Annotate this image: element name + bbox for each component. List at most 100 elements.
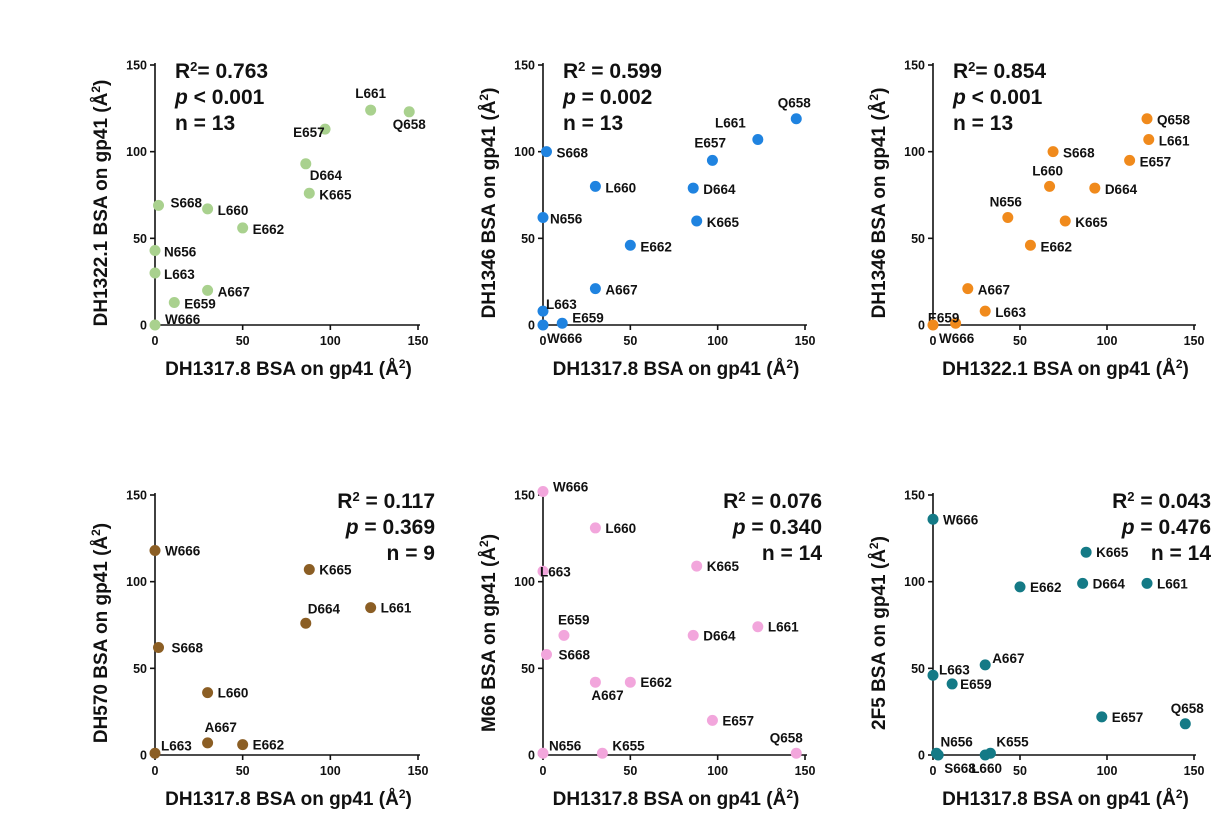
data-point-l663	[537, 565, 549, 577]
point-label: S668	[172, 641, 204, 656]
x-axis-label: DH1317.8 BSA on gp41 (Å2)	[165, 787, 412, 810]
point-label: E659	[572, 310, 604, 325]
x-tick-label: 0	[540, 334, 547, 348]
data-point-l663	[149, 267, 161, 279]
x-tick-label: 150	[1184, 334, 1205, 348]
point-label: W666	[939, 331, 975, 346]
point-label: S668	[1063, 146, 1095, 161]
point-label: A667	[218, 284, 250, 299]
y-tick-label: 50	[133, 232, 147, 246]
data-point-l661	[365, 602, 377, 614]
point-label: E657	[1140, 154, 1172, 169]
point-label: E657	[293, 125, 325, 140]
data-point-e662	[624, 239, 636, 251]
y-axis-label: 2F5 BSA on gp41 (Å2)	[867, 536, 890, 730]
data-point-e657	[706, 154, 718, 166]
data-point-n656	[537, 747, 549, 759]
point-label: L660	[971, 761, 1002, 776]
point-label: A667	[591, 688, 623, 703]
chart-panel-4: 0 50 100 150 0 50 100 150 DH1317.8 BSA on gp41 (…	[89, 489, 435, 811]
point-label: A667	[978, 283, 1010, 298]
data-point-w666	[537, 486, 549, 498]
point-label: N656	[990, 195, 1023, 210]
point-label: N656	[940, 734, 973, 749]
point-label: D664	[308, 601, 341, 616]
y-tick-label: 0	[140, 749, 147, 763]
y-tick-label: 50	[521, 662, 535, 676]
point-label: E662	[1030, 580, 1062, 595]
point-label: S668	[558, 647, 590, 662]
x-tick-label: 100	[1097, 334, 1118, 348]
y-axis-label: DH1322.1 BSA on gp41 (Å2)	[89, 80, 112, 327]
x-tick-label: 50	[623, 334, 637, 348]
data-point-q658	[790, 113, 802, 125]
data-point-a667	[962, 283, 974, 295]
data-point-l663	[927, 669, 939, 681]
data-point-l661	[752, 621, 764, 633]
r-squared-stat: R2= 0.763	[175, 59, 268, 84]
data-point-d664	[687, 629, 699, 641]
data-point-k665	[1059, 215, 1071, 227]
y-tick-label: 100	[904, 145, 925, 159]
point-label: E662	[1040, 239, 1072, 254]
data-point-e662	[237, 739, 249, 751]
point-label: D664	[703, 182, 736, 197]
point-label: E659	[960, 677, 992, 692]
point-label: L661	[1159, 134, 1190, 149]
y-tick-label: 0	[918, 319, 925, 333]
point-label: E659	[558, 612, 590, 627]
data-point-l661	[752, 134, 764, 146]
data-point-s668	[153, 199, 165, 211]
point-label: E662	[640, 239, 672, 254]
r-squared-stat: R2 = 0.076	[723, 489, 822, 514]
point-label: Q658	[1171, 701, 1205, 716]
chart-panel-3: 0 50 100 150 0 50 100 150 DH1322.1 BSA on gp41 (…	[867, 59, 1204, 381]
point-label: Q658	[770, 730, 804, 745]
x-axis-label: DH1317.8 BSA on gp41 (Å2)	[165, 357, 412, 380]
point-label: L663	[164, 267, 195, 282]
point-label: S668	[556, 146, 588, 161]
y-tick-label: 0	[918, 749, 925, 763]
point-label: W666	[943, 512, 979, 527]
point-label: A667	[605, 283, 637, 298]
y-tick-label: 100	[126, 575, 147, 589]
y-tick-label: 50	[911, 232, 925, 246]
data-point-q658	[403, 106, 415, 118]
data-point-l661	[365, 104, 377, 116]
point-label: K665	[319, 187, 352, 202]
x-tick-label: 150	[1184, 764, 1205, 778]
data-point-e659	[556, 317, 568, 329]
point-label: L663	[546, 297, 577, 312]
y-tick-label: 150	[126, 489, 147, 503]
n-count-stat: n = 13	[563, 112, 623, 135]
point-label: L660	[218, 686, 249, 701]
point-label: W666	[547, 331, 583, 346]
point-label: L663	[995, 305, 1026, 320]
x-tick-label: 0	[930, 334, 937, 348]
point-label: N656	[550, 212, 583, 227]
data-point-d664	[300, 617, 312, 629]
point-label: L660	[218, 203, 249, 218]
y-tick-label: 100	[514, 575, 535, 589]
point-label: W666	[165, 543, 201, 558]
data-point-l661	[1141, 577, 1153, 589]
point-label: K665	[707, 559, 740, 574]
y-axis-label: DH1346 BSA on gp41 (Å2)	[477, 88, 500, 319]
n-count-stat: n = 14	[762, 542, 822, 565]
data-point-e659	[946, 678, 958, 690]
point-label: D664	[310, 168, 343, 183]
x-tick-label: 150	[795, 764, 816, 778]
point-label: L661	[768, 620, 799, 635]
x-tick-label: 100	[320, 764, 341, 778]
data-point-a667	[202, 737, 214, 749]
data-point-q658	[790, 747, 802, 759]
data-point-d664	[1077, 577, 1089, 589]
data-point-s668	[932, 749, 944, 761]
data-point-l660	[589, 180, 601, 192]
data-point-w666	[149, 319, 161, 331]
n-count-stat: n = 14	[1151, 542, 1211, 565]
point-label: Q658	[393, 117, 427, 132]
data-point-k665	[691, 215, 703, 227]
data-point-e659	[168, 296, 180, 308]
point-label: L661	[715, 116, 746, 131]
